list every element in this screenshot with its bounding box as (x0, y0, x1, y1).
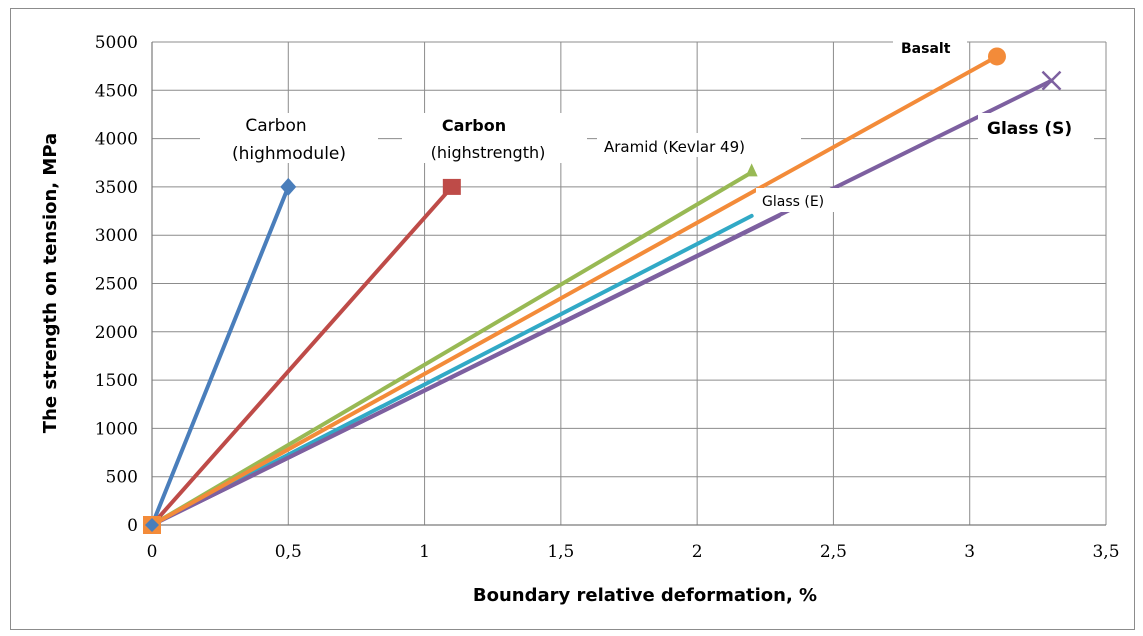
x-tick-label: 1 (419, 542, 430, 562)
series-markers (143, 47, 1062, 534)
label-carbon-highstrength-line1: Carbon (442, 116, 506, 135)
y-tick-label: 1000 (95, 419, 138, 439)
y-tick-label: 4000 (95, 130, 138, 150)
y-tick-label: 0 (127, 516, 138, 536)
y-tick-label: 3000 (95, 226, 138, 246)
y-tick-label: 2500 (95, 275, 138, 295)
y-tick-label: 1500 (95, 371, 138, 391)
x-tick-label: 3,5 (1092, 542, 1119, 562)
label-bg-glass-e (756, 188, 840, 212)
y-tick-label: 500 (106, 468, 138, 488)
label-glass-s: Glass (S) (987, 119, 1072, 139)
x-tick-label: 2,5 (820, 542, 847, 562)
series-line-2 (150, 184, 454, 527)
series-marker-2 (442, 178, 461, 195)
y-tick-label: 2000 (95, 323, 138, 343)
label-bg-basalt (893, 35, 967, 61)
grid-lines (152, 41, 1107, 525)
label-aramid: Aramid (Kevlar 49) (604, 138, 745, 156)
label-bg-aramid (597, 133, 801, 157)
series-marker-6 (1041, 70, 1062, 91)
x-tick-label: 2 (692, 542, 703, 562)
label-carbon-highmodule-line2: (highmodule) (232, 144, 346, 164)
series-marker-3 (745, 163, 758, 177)
label-glass-e: Glass (E) (762, 194, 824, 210)
series-marker-1 (280, 177, 297, 196)
y-tick-label: 4500 (95, 81, 138, 101)
x-tick-label: 1,5 (547, 542, 574, 562)
label-bg-carbon-highmodule (200, 113, 378, 163)
series-line-6 (150, 78, 1054, 527)
label-carbon-highstrength-line2: (highstrength) (431, 143, 546, 162)
y-tick-label: 3500 (95, 178, 138, 198)
series-labels: Carbon (highmodule) Carbon (highstrength… (200, 35, 1094, 212)
label-basalt: Basalt (901, 41, 951, 57)
x-tick-label: 0 (147, 542, 158, 562)
series-line-1 (150, 184, 291, 527)
label-carbon-highmodule-line1: Carbon (245, 116, 306, 136)
x-tick-label: 3 (964, 542, 975, 562)
y-tick-labels: 0 500 1000 1500 2000 2500 3000 3500 4000 4500 5000 (95, 33, 138, 536)
series-lines (150, 54, 1054, 527)
axes (151, 42, 1106, 526)
x-tick-labels: 0 0,5 1 1,5 2 2,5 3 3,5 (147, 542, 1120, 562)
series-line-3 (150, 170, 754, 527)
label-bg-glass-s (978, 113, 1094, 143)
x-tick-label: 0,5 (275, 542, 302, 562)
label-bg-carbon-highstrength (402, 113, 587, 163)
x-axis-title: Boundary relative deformation, % (473, 585, 817, 606)
y-tick-label: 5000 (95, 33, 138, 53)
series-marker-7 (987, 47, 1006, 66)
origin-marker-diamond (145, 518, 159, 532)
series-line-7 (150, 54, 999, 527)
y-axis-title: The strength on tension, MPa (40, 133, 61, 433)
